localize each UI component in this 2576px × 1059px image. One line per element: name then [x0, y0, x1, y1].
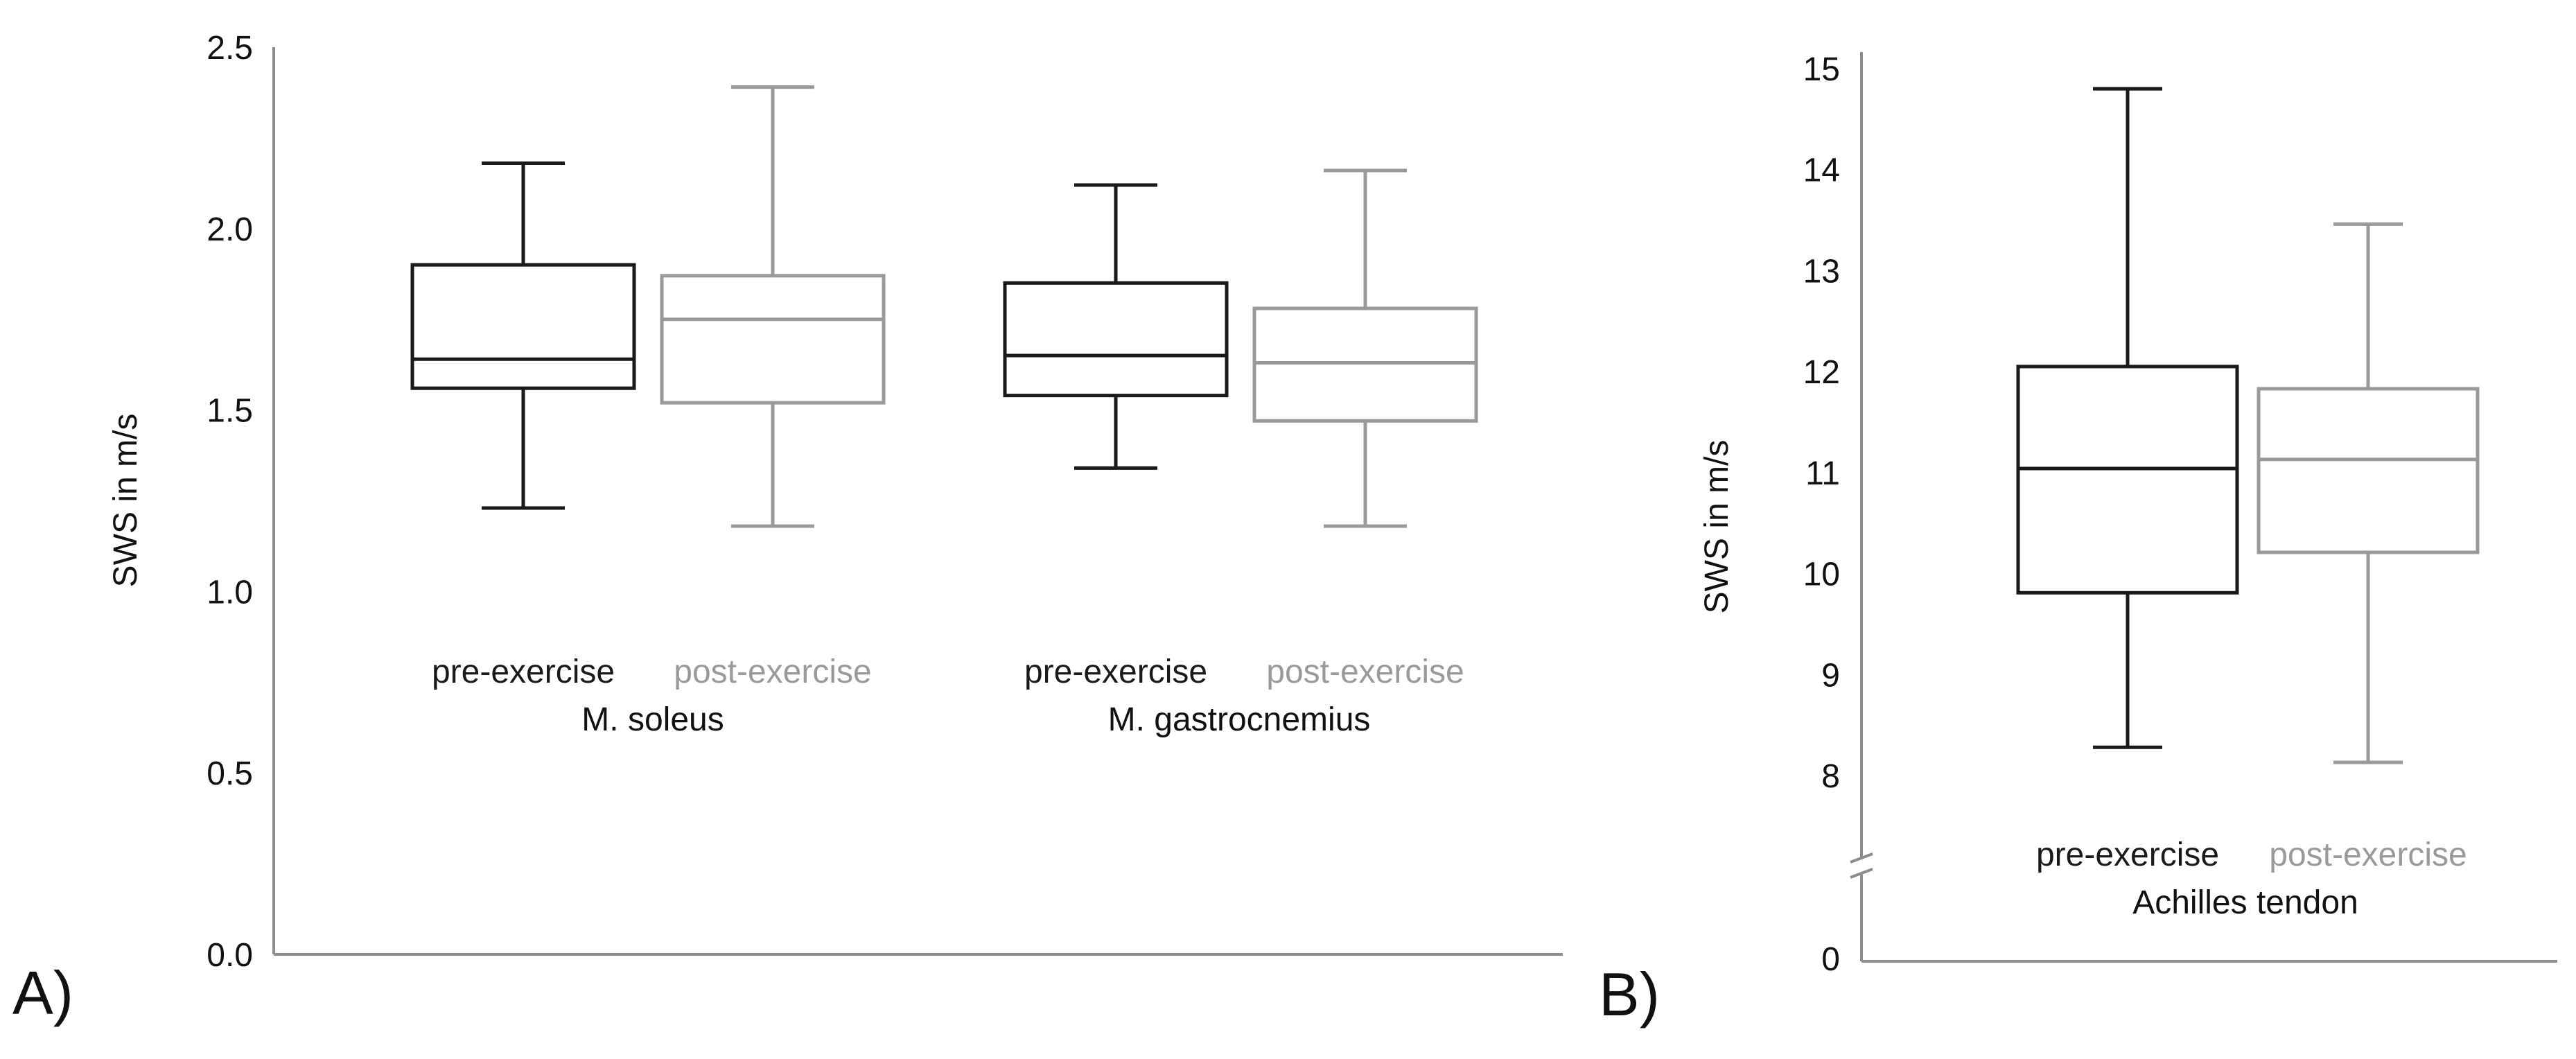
- iqr-box: [660, 274, 886, 405]
- y-tick-label: 8: [1821, 758, 1840, 795]
- axis-break-mark: [1850, 868, 1873, 879]
- box-post: [660, 85, 886, 528]
- y-tick-label: 1.5: [207, 393, 253, 430]
- box-post: [2257, 222, 2480, 764]
- panel-b-chart: 0 8 9 10 11 12 13 14 15 SWS in m/s B) pre-exercise p…: [1599, 51, 2557, 1029]
- iqr-box: [410, 263, 636, 390]
- iqr-box: [1252, 306, 1478, 423]
- group-label: M. gastrocnemius: [1108, 701, 1371, 738]
- panel-label: B): [1599, 960, 1660, 1029]
- y-tick-label: 15: [1803, 51, 1840, 88]
- y-tick-label: 2.5: [207, 30, 253, 67]
- group-label: M. soleus: [581, 701, 724, 738]
- y-tick-label: 0: [1821, 941, 1840, 978]
- category-label: post-exercise: [1266, 654, 1464, 690]
- y-tick-label: 1.0: [207, 574, 253, 611]
- box-post: [1252, 168, 1478, 528]
- y-axis-label: SWS in m/s: [107, 414, 144, 588]
- y-tick-label: 0.0: [207, 937, 253, 974]
- box-pre: [1003, 183, 1229, 470]
- y-tick-label: 12: [1803, 354, 1840, 391]
- category-label: pre-exercise: [2036, 837, 2219, 873]
- panel-a-chart: 0.0 0.5 1.0 1.5 2.0 2.5 SWS in m/s A) pre-exerci…: [12, 30, 1563, 1027]
- y-tick-label: 11: [1805, 455, 1840, 492]
- y-axis-label: SWS in m/s: [1699, 440, 1735, 614]
- axis-break-mark: [1850, 852, 1873, 864]
- group-label: Achilles tendon: [2132, 884, 2358, 921]
- category-label: post-exercise: [2269, 837, 2467, 873]
- y-tick-label: 2.0: [207, 211, 253, 248]
- iqr-box: [2257, 387, 2480, 554]
- box-pre: [2016, 87, 2239, 749]
- y-tick-label: 0.5: [207, 755, 253, 792]
- y-tick-label: 9: [1821, 657, 1840, 694]
- category-label: pre-exercise: [432, 654, 615, 690]
- iqr-box: [1003, 281, 1229, 398]
- category-label: post-exercise: [674, 654, 871, 690]
- panel-label: A): [12, 959, 73, 1027]
- iqr-box: [2016, 365, 2239, 595]
- y-tick-label: 10: [1803, 557, 1840, 593]
- category-label: pre-exercise: [1024, 654, 1207, 690]
- y-tick-label: 13: [1803, 253, 1840, 290]
- box-pre: [410, 161, 636, 510]
- y-tick-label: 14: [1803, 152, 1840, 189]
